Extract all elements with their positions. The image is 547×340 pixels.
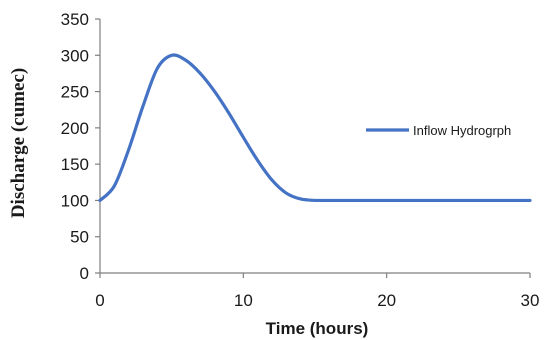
y-tick-label: 0 xyxy=(80,264,89,283)
x-tick-label: 0 xyxy=(95,291,104,310)
y-tick-label: 150 xyxy=(61,155,89,174)
legend-label-inflow-hydrograph: Inflow Hydrogrph xyxy=(413,123,511,138)
legend: Inflow Hydrogrph xyxy=(366,123,511,138)
y-axis-ticks: 0 50 100 150 200 250 300 350 xyxy=(61,10,100,283)
y-tick-label: 250 xyxy=(61,83,89,102)
y-tick-label: 350 xyxy=(61,10,89,29)
series-line-inflow-hydrograph xyxy=(98,53,532,203)
y-axis-title: Discharge (cumec) xyxy=(8,68,29,218)
x-axis-title: Time (hours) xyxy=(266,319,369,338)
x-tick-label: 10 xyxy=(234,291,253,310)
x-axis-ticks: 0 10 20 30 xyxy=(95,273,539,310)
x-tick-label: 20 xyxy=(377,291,396,310)
x-tick-label: 30 xyxy=(521,291,540,310)
y-tick-label: 200 xyxy=(61,119,89,138)
y-tick-label: 100 xyxy=(61,191,89,210)
y-tick-label: 50 xyxy=(70,228,89,247)
y-tick-label: 300 xyxy=(61,46,89,65)
